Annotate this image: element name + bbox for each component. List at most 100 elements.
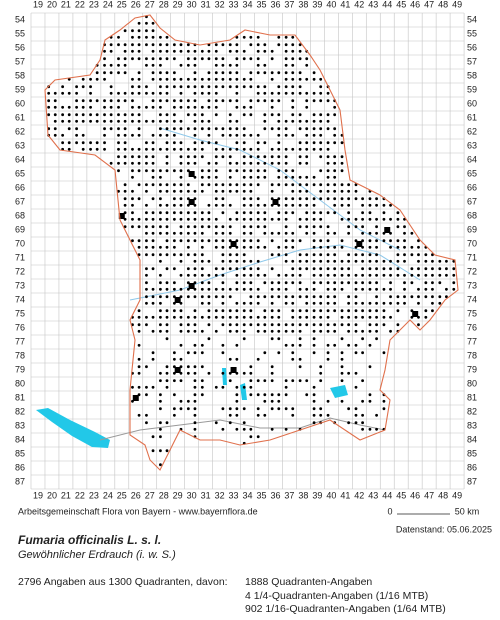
occurrence-dot — [361, 267, 364, 271]
occurrence-dot — [200, 315, 204, 319]
occurrence-dot — [165, 329, 169, 333]
row-label: 79 — [15, 364, 25, 374]
occurrence-dot — [270, 155, 274, 159]
occurrence-dot — [67, 91, 71, 95]
occurrence-dot — [347, 301, 351, 305]
occurrence-dot — [291, 357, 295, 361]
occurrence-dot — [305, 301, 309, 305]
occurrence-dot — [270, 315, 274, 319]
occurrence-dot — [95, 71, 99, 75]
occurrence-dot — [179, 147, 183, 151]
occurrence-dot — [375, 245, 378, 249]
occurrence-dot — [207, 57, 211, 61]
occurrence-dot — [95, 77, 99, 81]
occurrence-dot — [131, 43, 134, 47]
occurrence-dot — [333, 259, 337, 263]
occurrence-dot — [242, 337, 246, 341]
occurrence-dot — [389, 273, 392, 277]
occurrence-dot — [319, 259, 323, 263]
occurrence-dot — [75, 105, 78, 109]
occurrence-dot — [214, 217, 218, 221]
occurrence-dot — [165, 35, 169, 39]
occurrence-dot — [270, 147, 274, 151]
occurrence-dot — [242, 113, 246, 117]
occurrence-dot — [354, 197, 358, 201]
occurrence-dot — [131, 225, 134, 229]
occurrence-dot — [151, 105, 155, 109]
occurrence-dot — [214, 105, 218, 109]
row-label: 60 — [15, 98, 25, 108]
column-label: 23 — [89, 0, 99, 9]
occurrence-dot — [298, 357, 302, 361]
occurrence-dot — [193, 399, 197, 403]
occurrence-dot — [382, 351, 386, 355]
occurrence-dot — [375, 225, 378, 229]
occurrence-dot — [242, 329, 246, 333]
occurrence-dot — [326, 351, 330, 355]
occurrence-dot — [333, 329, 337, 333]
occurrence-dot — [263, 273, 267, 277]
occurrence-dot — [298, 253, 302, 257]
occurrence-dot — [375, 323, 378, 327]
occurrence-dot — [312, 273, 316, 277]
occurrence-dot — [291, 119, 295, 123]
occurrence-dot — [249, 169, 253, 173]
occurrence-dot — [417, 267, 420, 271]
occurrence-dot — [109, 63, 113, 67]
occurrence-dot — [193, 393, 197, 397]
occurrence-dot — [291, 189, 295, 193]
occurrence-dot — [53, 105, 57, 109]
occurrence-dot — [438, 281, 442, 285]
occurrence-dot — [396, 259, 400, 263]
occurrence-dot — [193, 189, 197, 193]
column-label: 48 — [438, 490, 448, 500]
occurrence-dot — [284, 77, 288, 81]
occurrence-dot — [123, 203, 127, 207]
occurrence-dot — [249, 57, 253, 61]
occurrence-dot — [89, 99, 92, 103]
occurrence-dot — [207, 99, 211, 103]
occurrence-dot — [277, 71, 281, 75]
occurrence-dot — [284, 329, 288, 333]
occurrence-dot — [340, 357, 344, 361]
river — [159, 127, 401, 251]
occurrence-dot — [172, 245, 176, 249]
occurrence-dot — [186, 295, 190, 299]
occurrence-dot — [354, 407, 358, 411]
occurrence-dot — [214, 295, 218, 299]
occurrence-dot — [333, 141, 337, 145]
occurrence-dot — [165, 217, 169, 221]
occurrence-dot — [347, 189, 351, 193]
occurrence-dot — [256, 407, 260, 411]
occurrence-dot — [145, 225, 148, 229]
occurrence-dot — [53, 119, 57, 123]
occurrence-dot — [123, 91, 127, 95]
occurrence-dot — [179, 175, 183, 179]
occurrence-dot — [417, 253, 420, 257]
occurrence-dot — [172, 315, 176, 319]
occurrence-dot — [368, 329, 372, 333]
occurrence-dot — [375, 413, 378, 417]
occurrence-dot — [159, 99, 162, 103]
occurrence-dot — [137, 43, 141, 47]
row-label: 87 — [467, 476, 477, 486]
occurrence-dot — [159, 295, 162, 299]
occurrence-dot — [340, 351, 344, 355]
occurrence-dot — [277, 399, 281, 403]
occurrence-dot — [312, 197, 316, 201]
occurrence-dot — [145, 91, 148, 95]
occurrence-dot — [319, 189, 323, 193]
species-name: Fumaria officinalis L. s. l. — [18, 533, 161, 547]
occurrence-dot — [298, 315, 302, 319]
row-label: 73 — [467, 280, 477, 290]
row-label: 70 — [467, 238, 477, 248]
column-label: 25 — [117, 490, 127, 500]
column-label: 30 — [187, 0, 197, 9]
occurrence-dot — [75, 85, 78, 89]
occurrence-dot — [291, 105, 295, 109]
occurrence-dot — [228, 161, 232, 165]
occurrence-dot — [200, 287, 204, 291]
occurrence-dot — [145, 231, 148, 235]
occurrence-dot — [270, 105, 274, 109]
